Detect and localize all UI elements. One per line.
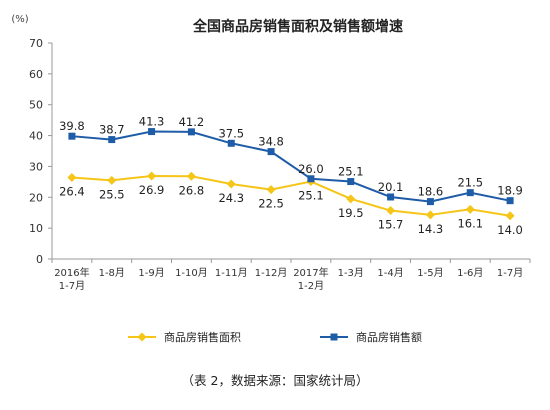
data-label: 14.0 <box>497 223 523 237</box>
data-label: 21.5 <box>457 176 483 190</box>
y-tick-label: 70 <box>29 37 43 50</box>
x-tick-label: 1-7月 <box>59 280 85 292</box>
data-label: 26.8 <box>179 183 205 197</box>
legend-label: 商品房销售额 <box>356 330 422 344</box>
x-tick-label: 1-2月 <box>298 280 324 292</box>
x-tick-label: 1-4月 <box>377 267 403 279</box>
data-point <box>107 175 117 185</box>
data-point <box>466 189 474 197</box>
x-tick-label: 1-7月 <box>497 267 523 279</box>
data-point <box>426 198 434 206</box>
x-tick-label: 1-3月 <box>338 267 364 279</box>
legend-item: 商品房销售额 <box>320 330 422 344</box>
y-tick-label: 50 <box>29 99 43 112</box>
data-label: 25.1 <box>338 165 364 179</box>
x-tick-label: 2016年 <box>54 266 89 279</box>
data-point <box>387 193 395 201</box>
series-sales-amount <box>68 128 514 206</box>
data-label: 25.1 <box>298 189 324 203</box>
data-point <box>67 173 77 183</box>
x-tick-label: 1-6月 <box>457 267 483 279</box>
data-label: 20.1 <box>378 180 404 194</box>
series-layer <box>67 128 515 221</box>
x-tick-label: 1-10月 <box>175 267 208 279</box>
data-point <box>346 194 356 204</box>
x-tick-label: 1-8月 <box>99 267 125 279</box>
data-point <box>267 148 275 156</box>
legend-marker <box>330 333 338 341</box>
source-caption: （表 2，数据来源：国家统计局） <box>182 373 369 388</box>
data-label: 15.7 <box>378 218 404 232</box>
data-point <box>506 197 514 205</box>
data-label: 41.3 <box>139 115 165 129</box>
data-point <box>347 178 355 186</box>
y-tick-label: 0 <box>36 253 43 266</box>
data-point <box>186 171 196 181</box>
data-point <box>266 185 276 195</box>
data-point <box>505 211 515 221</box>
y-tick-label: 60 <box>29 68 43 81</box>
x-tick-label: 2017年 <box>293 266 328 279</box>
series-sales-area <box>67 171 515 221</box>
legend: 商品房销售面积 商品房销售额 <box>128 330 422 344</box>
data-label: 22.5 <box>258 197 284 211</box>
data-label: 34.8 <box>258 135 284 149</box>
data-point <box>307 175 315 183</box>
data-labels: 26.4 25.5 26.9 26.8 24.3 22.5 25.1 19.5 15.7 14.3… <box>59 115 523 237</box>
data-label: 38.7 <box>99 123 125 137</box>
series-line <box>71 130 511 203</box>
data-label: 26.0 <box>298 162 324 176</box>
data-point <box>187 128 195 136</box>
x-tick-label: 1-5月 <box>417 267 443 279</box>
data-point <box>465 204 475 214</box>
legend-item: 商品房销售面积 <box>128 330 241 344</box>
x-tick-label: 1-9月 <box>138 267 164 279</box>
legend-marker <box>137 332 147 342</box>
legend-label: 商品房销售面积 <box>164 330 241 344</box>
data-label: 24.3 <box>218 191 244 205</box>
series-line <box>71 174 511 217</box>
y-tick-label: 10 <box>29 222 43 235</box>
data-label: 39.8 <box>59 119 85 133</box>
x-tick-label: 1-12月 <box>255 267 288 279</box>
data-label: 18.9 <box>497 184 523 198</box>
data-label: 41.2 <box>179 115 205 129</box>
data-point <box>68 132 76 140</box>
data-point <box>386 206 396 216</box>
y-axis-unit: (%) <box>11 14 28 25</box>
chart-title: 全国商品房销售面积及销售额增速 <box>192 18 403 35</box>
y-tick-label: 20 <box>29 191 43 204</box>
data-label: 19.5 <box>338 206 364 220</box>
data-point <box>425 210 435 220</box>
data-point <box>147 171 157 181</box>
data-label: 25.5 <box>99 187 125 201</box>
y-tick-label: 30 <box>29 160 43 173</box>
y-tick-label: 40 <box>29 130 43 143</box>
data-point <box>226 179 236 189</box>
data-label: 26.9 <box>139 183 165 197</box>
data-label: 16.1 <box>457 216 483 230</box>
data-label: 18.6 <box>418 185 444 199</box>
data-label: 26.4 <box>59 185 85 199</box>
data-label: 14.3 <box>418 222 444 236</box>
data-point <box>227 139 235 147</box>
data-point <box>148 128 156 136</box>
data-label: 37.5 <box>218 126 244 140</box>
x-tick-label: 1-11月 <box>215 267 248 279</box>
data-point <box>108 136 116 144</box>
